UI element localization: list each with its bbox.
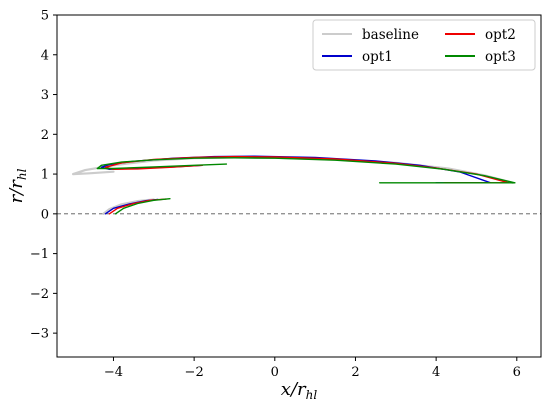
legend-label-baseline: baseline [362, 27, 419, 43]
y-tick-label: −1 [30, 247, 49, 262]
series-opt3-segment-2 [114, 197, 171, 215]
y-axis-label-main: r/r [6, 179, 27, 204]
x-tick-label: 6 [513, 365, 521, 380]
x-axis-label-sub: hl [306, 388, 318, 402]
x-axis-label: x/rhl [281, 379, 318, 402]
x-tick-label: 0 [271, 365, 279, 380]
y-tick-label: 0 [41, 207, 49, 222]
y-tick-label: −3 [30, 327, 49, 342]
x-tick-label: −4 [104, 365, 123, 380]
legend-label-opt1: opt1 [362, 49, 393, 65]
x-tick-label: 4 [432, 365, 440, 380]
x-axis-label-main: x/r [281, 379, 307, 400]
ticks-layer: −4 −2 0 2 4 6 −3 −2 −1 0 1 2 3 4 5 [30, 9, 521, 381]
y-tick-label: 2 [41, 128, 49, 143]
y-axis-label-sub: hl [15, 168, 29, 180]
y-axis-label: r/rhl [6, 168, 29, 203]
y-tick-label: −2 [30, 287, 49, 302]
x-tick-label: 2 [351, 365, 359, 380]
legend-label-opt3: opt3 [485, 49, 516, 65]
plot-area-frame [56, 14, 542, 358]
legend-box [312, 19, 536, 71]
y-tick-label: 5 [41, 9, 49, 24]
legend-label-opt2: opt2 [485, 27, 516, 43]
legend: baseline opt2 opt1 opt3 [312, 19, 536, 71]
x-tick-label: −2 [185, 365, 204, 380]
series-layer [71, 155, 516, 215]
y-tick-label: 1 [41, 168, 49, 183]
y-tick-label: 3 [41, 88, 49, 103]
series-opt3-segment-0 [96, 157, 516, 184]
y-tick-label: 4 [41, 48, 49, 63]
